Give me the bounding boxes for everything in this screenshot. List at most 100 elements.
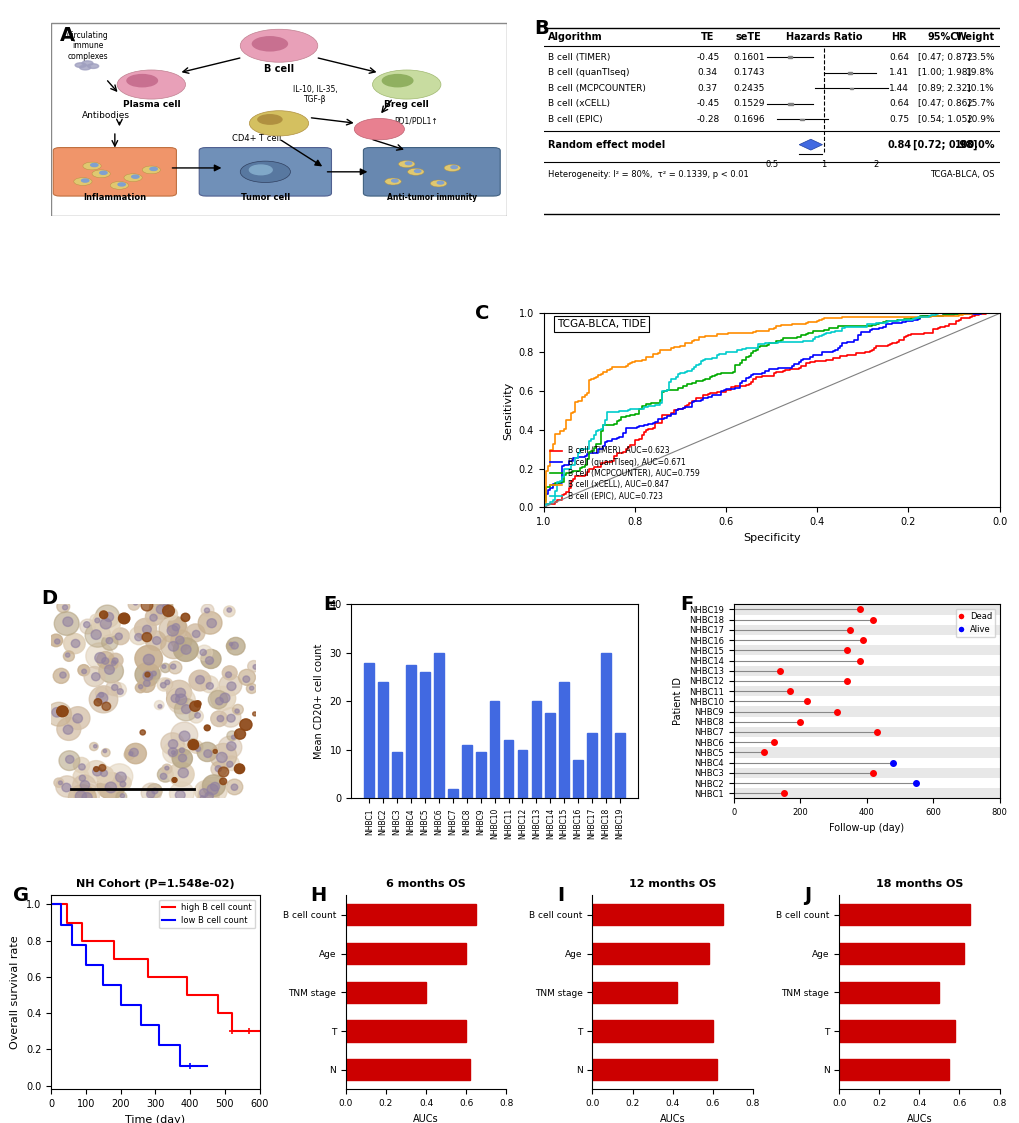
Circle shape xyxy=(68,785,96,811)
Circle shape xyxy=(172,777,177,783)
Circle shape xyxy=(374,134,383,137)
Circle shape xyxy=(154,701,164,710)
Circle shape xyxy=(49,634,62,647)
Circle shape xyxy=(164,608,177,620)
Circle shape xyxy=(93,767,102,776)
Circle shape xyxy=(96,605,119,628)
Circle shape xyxy=(385,122,394,127)
Text: Algorithm: Algorithm xyxy=(547,33,602,42)
FancyBboxPatch shape xyxy=(788,56,792,58)
high B cell count xyxy=(60,915,72,929)
Text: Circulating
immune
complexes: Circulating immune complexes xyxy=(66,30,108,61)
Circle shape xyxy=(198,612,222,634)
Circle shape xyxy=(374,121,383,125)
B cell (TIMER), AUC=0.623 xyxy=(729,381,741,394)
Circle shape xyxy=(124,174,142,182)
FancyBboxPatch shape xyxy=(787,103,792,104)
B cell (EPIC), AUC=0.723 xyxy=(685,362,697,375)
B cell (quanTIseq), AUC=0.671 xyxy=(537,501,549,514)
Circle shape xyxy=(84,622,90,628)
Circle shape xyxy=(210,783,219,791)
Circle shape xyxy=(158,704,162,709)
Circle shape xyxy=(82,669,87,674)
Line: B cell (xCELL), AUC=0.847: B cell (xCELL), AUC=0.847 xyxy=(543,313,999,508)
Circle shape xyxy=(78,764,86,770)
Circle shape xyxy=(111,660,116,665)
Circle shape xyxy=(102,749,110,757)
Circle shape xyxy=(117,70,185,99)
Text: PD1/PDL1↑: PD1/PDL1↑ xyxy=(393,117,437,126)
B cell (MCPCOUNTER), AUC=0.759 xyxy=(860,319,872,332)
Circle shape xyxy=(71,639,79,648)
Circle shape xyxy=(95,618,100,623)
Circle shape xyxy=(249,111,309,136)
Circle shape xyxy=(56,776,78,797)
Circle shape xyxy=(165,681,169,685)
Circle shape xyxy=(128,600,140,610)
Circle shape xyxy=(77,665,90,676)
B cell (EPIC), AUC=0.723 xyxy=(993,307,1005,320)
Circle shape xyxy=(105,782,116,793)
Circle shape xyxy=(243,676,250,683)
Circle shape xyxy=(104,665,114,674)
Circle shape xyxy=(160,664,170,673)
Circle shape xyxy=(149,667,161,679)
Line: B cell (EPIC), AUC=0.723: B cell (EPIC), AUC=0.723 xyxy=(543,313,999,508)
Circle shape xyxy=(240,29,318,62)
Circle shape xyxy=(143,626,151,633)
B cell (TIMER), AUC=0.623 xyxy=(979,307,991,320)
Circle shape xyxy=(408,168,424,175)
Text: TCGA-BLCA, TIDE: TCGA-BLCA, TIDE xyxy=(556,319,646,329)
Text: E: E xyxy=(322,595,335,613)
low B cell count xyxy=(114,998,126,1012)
Circle shape xyxy=(226,714,235,722)
Circle shape xyxy=(240,162,290,183)
B cell (TIMER), AUC=0.623 xyxy=(893,332,905,346)
B cell (MCPCOUNTER), AUC=0.759 xyxy=(705,371,717,384)
Circle shape xyxy=(181,645,191,655)
Circle shape xyxy=(234,764,245,774)
Bar xyxy=(517,750,527,798)
Circle shape xyxy=(115,773,126,783)
Circle shape xyxy=(162,605,174,617)
Circle shape xyxy=(385,131,394,136)
Circle shape xyxy=(52,707,62,718)
Text: Heterogeneity: I² = 80%,  τ² = 0.1339, p < 0.01: Heterogeneity: I² = 80%, τ² = 0.1339, p … xyxy=(547,170,748,179)
Circle shape xyxy=(218,736,242,758)
Title: 18 months OS: 18 months OS xyxy=(875,879,962,889)
Circle shape xyxy=(156,605,165,614)
Text: 0.37: 0.37 xyxy=(697,84,717,93)
Circle shape xyxy=(191,742,195,746)
Circle shape xyxy=(63,617,72,627)
Bar xyxy=(839,943,963,965)
Legend: Dead, Alive: Dead, Alive xyxy=(955,609,995,638)
low B cell count xyxy=(173,1059,185,1072)
Circle shape xyxy=(161,634,186,658)
Bar xyxy=(839,904,969,925)
Circle shape xyxy=(201,604,214,617)
Circle shape xyxy=(190,701,200,711)
Y-axis label: Patient ID: Patient ID xyxy=(673,677,683,725)
Circle shape xyxy=(174,699,198,721)
low B cell count xyxy=(97,958,109,971)
Text: [0.72; 0.98]: [0.72; 0.98] xyxy=(912,139,976,149)
Circle shape xyxy=(147,791,155,798)
Circle shape xyxy=(142,166,160,174)
Circle shape xyxy=(159,615,187,642)
Text: [0.89; 2.32]: [0.89; 2.32] xyxy=(917,84,970,93)
Circle shape xyxy=(79,65,91,70)
Bar xyxy=(733,747,999,758)
Bar xyxy=(592,1021,712,1042)
Circle shape xyxy=(187,740,199,750)
FancyBboxPatch shape xyxy=(363,147,499,197)
Circle shape xyxy=(162,604,169,610)
Circle shape xyxy=(99,765,106,772)
Bar xyxy=(839,982,938,1003)
Circle shape xyxy=(73,177,92,185)
Text: 2: 2 xyxy=(873,161,878,170)
Circle shape xyxy=(106,681,121,695)
Circle shape xyxy=(227,608,231,612)
Circle shape xyxy=(106,658,118,670)
Circle shape xyxy=(437,181,443,184)
Polygon shape xyxy=(798,139,821,150)
